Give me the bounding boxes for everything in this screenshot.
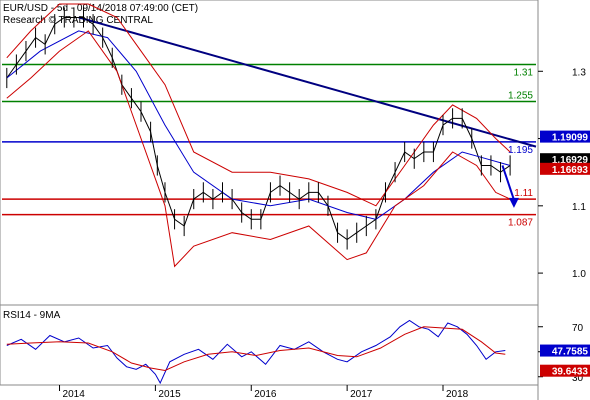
forecast-arrow-shaft [501,165,515,201]
price-series-group [6,3,519,268]
moving-average-line [6,30,511,220]
price-tag-box-0 [540,130,590,143]
resistance-trendline [78,16,537,148]
price-tag-label-1: 1.16929 [552,155,589,166]
x-tick-label-1: 2015 [158,389,181,400]
rsi-tags: 47.7585 39.6433 [540,344,590,378]
rsi-line [6,319,506,385]
price-tag-box-1 [540,153,590,166]
x-tick-label-0: 2014 [63,389,86,400]
y-tick-label-2: 1.1 [572,202,586,213]
x-tick-label-3: 2017 [350,389,373,400]
x-tick-label-2: 2016 [254,389,277,400]
rsi-tag-box-1 [540,364,590,377]
y-tick-label-3: 1.0 [572,269,586,280]
x-tick-label-4: 2018 [446,389,469,400]
price-tag-label-2: 1.16693 [552,165,589,176]
rsi-tag-label-0: 47.7585 [552,347,589,358]
bollinger-upper-line [6,3,511,207]
rsi-ma-line [6,326,506,372]
bollinger-lower-line [6,30,511,268]
x-axis: 2014 2015 2016 2017 2018 [59,385,469,400]
level-label-2: 1.195 [508,145,533,156]
price-line [6,17,511,241]
price-tag-box-2 [540,162,590,175]
forecast-arrow-head [508,197,519,208]
level-label-4: 1.087 [508,218,533,229]
price-tag-label-0: 1.19099 [552,133,589,144]
rsi-panel-frame [0,304,539,386]
level-label-0: 1.31 [514,68,534,79]
rsi-tick-label-2: 30 [572,373,584,384]
chart-subtitle: Research © TRADING CENTRAL [3,15,153,26]
rsi-tick-label-0: 70 [572,323,584,334]
chart-title: EUR/USD - 5d - 09/14/2018 07:49:00 (CET) [3,3,198,14]
level-label-3: 1.11 [514,188,533,199]
rsi-title: RSI14 - 9MA [3,310,61,321]
level-label-1: 1.255 [508,91,533,102]
rsi-tag-box-0 [540,344,590,357]
rsi-tag-label-1: 39.6433 [552,367,589,378]
y-tick-label-0: 1.3 [572,67,586,78]
main-panel-frame [0,0,539,306]
level-lines: 1.31 1.255 1.195 1.11 1.087 [2,16,537,229]
rsi-series-group [6,319,506,385]
